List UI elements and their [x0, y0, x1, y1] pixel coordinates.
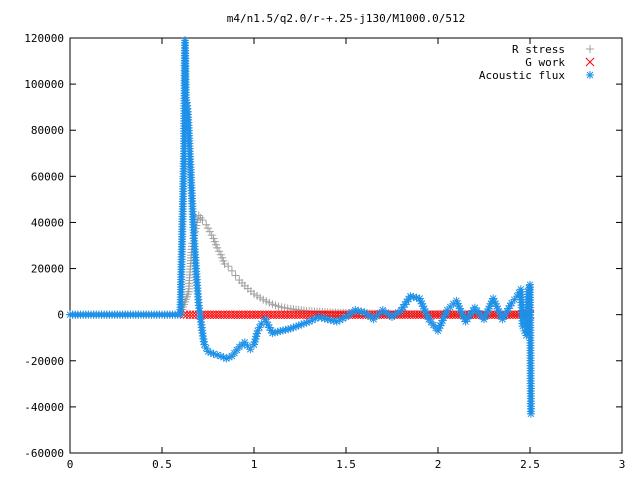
y-tick-label: 0 — [57, 309, 64, 322]
data-point — [243, 341, 252, 350]
data-point — [265, 298, 274, 307]
data-point — [244, 310, 254, 320]
data-point — [205, 227, 214, 236]
y-tick-label: 120000 — [24, 32, 64, 45]
data-point — [256, 293, 265, 302]
data-point — [206, 348, 215, 357]
data-point — [281, 310, 290, 320]
data-point — [409, 310, 419, 320]
legend-label: G work — [525, 56, 565, 69]
y-tick-label: 40000 — [31, 216, 64, 229]
data-point — [526, 407, 535, 416]
data-point — [81, 310, 90, 319]
data-point — [299, 310, 309, 320]
data-point — [232, 346, 241, 355]
data-point — [183, 290, 192, 299]
data-point — [215, 247, 224, 256]
data-point — [465, 312, 474, 321]
legend-marker — [586, 71, 594, 79]
data-point — [423, 312, 432, 321]
legend-marker — [585, 57, 595, 67]
data-point — [225, 353, 234, 362]
data-point — [366, 312, 375, 321]
series-layer — [66, 36, 535, 418]
y-tick-label: -20000 — [24, 355, 64, 368]
data-point — [190, 234, 199, 243]
data-point — [510, 295, 519, 304]
data-point — [204, 224, 212, 233]
data-point — [224, 262, 233, 271]
data-point — [348, 308, 357, 317]
x-tick-label: 1 — [251, 458, 258, 471]
y-tick-label: 100000 — [24, 78, 64, 91]
y-tick-label: -60000 — [24, 447, 64, 460]
x-tick-label: 0 — [67, 458, 74, 471]
y-tick-label: 60000 — [31, 170, 64, 183]
data-point — [198, 326, 207, 335]
data-point — [238, 278, 247, 287]
data-point — [227, 266, 236, 275]
data-point — [506, 301, 515, 310]
data-point — [196, 312, 205, 321]
y-tick-label: -40000 — [24, 401, 64, 414]
data-point — [199, 337, 208, 346]
data-point — [274, 302, 283, 311]
y-tick-label: 20000 — [31, 263, 64, 276]
data-point — [255, 323, 264, 332]
x-tick-label: 1.5 — [336, 458, 356, 471]
data-point — [207, 231, 216, 240]
data-point — [238, 340, 247, 349]
x-tick-label: 2 — [435, 458, 442, 471]
data-point — [181, 93, 190, 102]
data-point — [155, 310, 164, 319]
data-point — [211, 240, 220, 249]
data-point — [194, 298, 203, 307]
data-point — [252, 329, 261, 338]
data-point — [246, 287, 255, 296]
data-point — [442, 308, 451, 317]
x-tick-label: 2.5 — [520, 458, 540, 471]
data-point — [311, 314, 320, 323]
data-point — [375, 309, 384, 318]
x-tick-label: 0.5 — [152, 458, 172, 471]
data-point — [338, 314, 347, 323]
data-point — [213, 351, 222, 360]
plot-border — [69, 37, 623, 454]
data-point — [219, 256, 228, 265]
data-point — [439, 313, 448, 322]
data-point — [262, 310, 272, 320]
legend-label: R stress — [512, 43, 565, 56]
data-point — [188, 310, 198, 320]
data-point — [202, 220, 211, 229]
data-point — [189, 218, 198, 227]
y-tick-label: 80000 — [31, 124, 64, 137]
series-acoustic-flux — [66, 36, 535, 418]
data-point — [118, 310, 127, 319]
series-r-stress — [66, 211, 534, 319]
data-point — [491, 299, 500, 308]
data-point — [320, 314, 329, 323]
data-point — [207, 310, 217, 320]
data-point — [329, 316, 338, 325]
data-point — [399, 303, 408, 312]
data-point — [198, 216, 207, 225]
data-point — [357, 307, 366, 316]
data-point — [231, 271, 240, 280]
y-axis: -60000 -40000 -20000 0 20000 40000 60000 80000 1… — [24, 32, 622, 460]
legend-marker — [586, 45, 594, 53]
legend-label: Acoustic flux — [479, 69, 565, 82]
x-tick-label: 3 — [619, 458, 626, 471]
chart-title: m4/n1.5/q2.0/r-+.25-j130/M1000.0/512 — [227, 12, 465, 25]
data-point — [225, 310, 235, 320]
data-point — [412, 293, 421, 302]
x-axis: 0 0.5 1 1.5 2 2.5 3 — [67, 38, 626, 471]
data-point — [284, 325, 293, 334]
